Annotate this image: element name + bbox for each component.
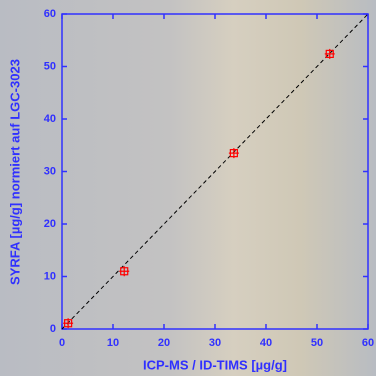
y-tick-label: 50 [44, 60, 56, 72]
x-axis-label: ICP-MS / ID-TIMS [µg/g] [143, 357, 287, 372]
y-tick-label: 60 [44, 8, 56, 20]
point [63, 318, 73, 328]
y-tick-label: 40 [44, 113, 56, 125]
x-tick-label: 50 [311, 337, 323, 349]
point [325, 49, 335, 59]
x-tick-label: 60 [362, 337, 374, 349]
x-tick-label: 20 [158, 337, 170, 349]
x-tick-label: 0 [59, 337, 65, 349]
y-tick-label: 20 [44, 218, 56, 230]
x-tick-label: 40 [260, 337, 272, 349]
point [119, 266, 129, 276]
y-tick-label: 0 [50, 323, 56, 335]
x-tick-label: 10 [107, 337, 119, 349]
y-tick-label: 30 [44, 165, 56, 177]
y-tick-label: 10 [44, 270, 56, 282]
point [229, 148, 239, 158]
identity-line [62, 14, 368, 329]
y-axis-label: SYRFA [µg/g] normiert auf LGC-3023 [7, 59, 22, 285]
x-tick-label: 30 [209, 337, 221, 349]
chart: ICP-MS / ID-TIMS [µg/g] SYRFA [µg/g] nor… [0, 0, 376, 376]
